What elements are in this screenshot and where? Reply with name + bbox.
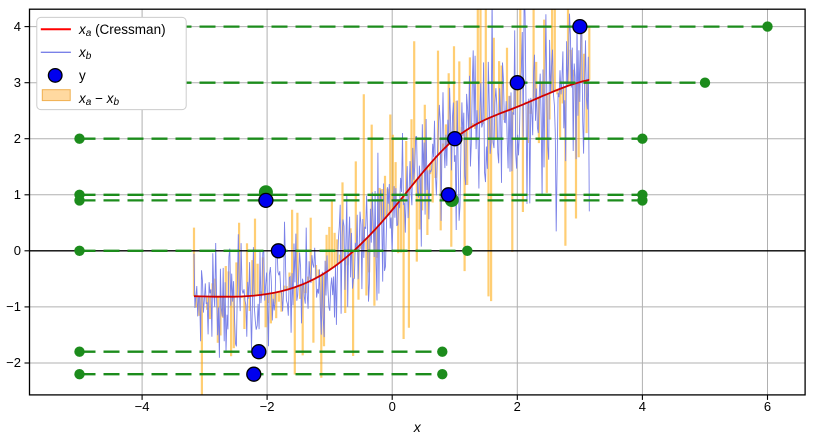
svg-text:0: 0	[14, 243, 21, 258]
svg-text:6: 6	[764, 399, 771, 414]
svg-text:4: 4	[14, 19, 21, 34]
svg-text:2: 2	[14, 131, 21, 146]
svg-text:−4: −4	[135, 399, 150, 414]
svg-text:xa (Cressman): xa (Cressman)	[78, 22, 166, 39]
svg-text:−2: −2	[6, 355, 21, 370]
svg-text:4: 4	[639, 399, 646, 414]
svg-text:xa − xb: xa − xb	[78, 91, 119, 108]
svg-text:2: 2	[514, 399, 521, 414]
svg-text:y: y	[79, 68, 86, 83]
svg-text:1: 1	[14, 187, 21, 202]
svg-text:x: x	[413, 419, 422, 435]
svg-text:3: 3	[14, 75, 21, 90]
svg-text:−1: −1	[6, 299, 21, 314]
svg-text:0: 0	[389, 399, 396, 414]
svg-text:−2: −2	[260, 399, 275, 414]
